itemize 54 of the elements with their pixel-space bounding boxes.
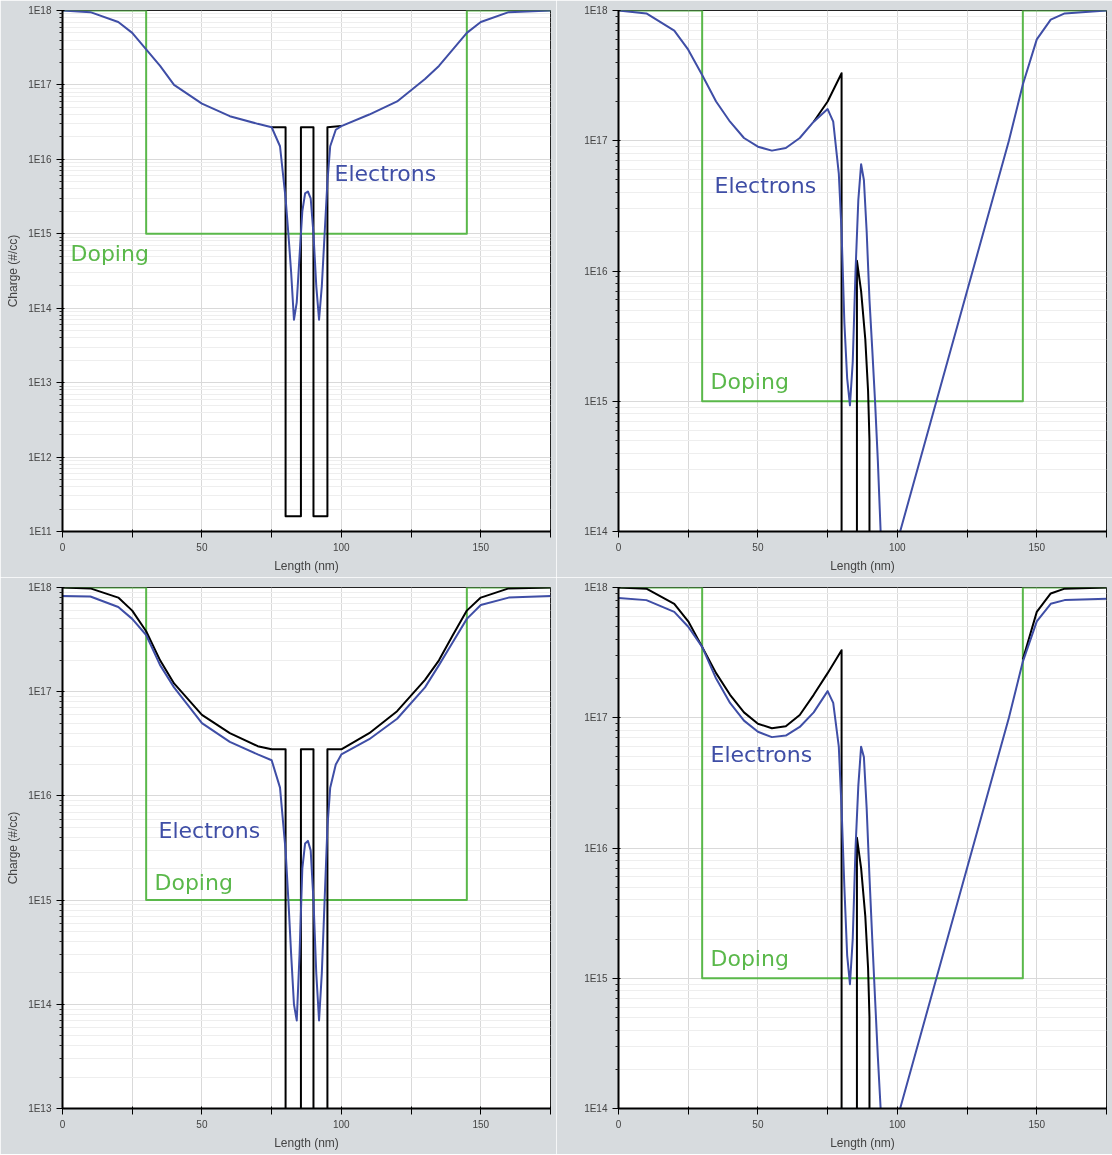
y-tick-label: 1E18 <box>28 5 52 16</box>
y-tick-label: 1E15 <box>584 972 608 984</box>
series-label: Electrons <box>710 742 813 767</box>
y-tick-label: 1E15 <box>28 228 52 240</box>
x-tick-label: 50 <box>752 541 764 553</box>
x-tick-label: 100 <box>333 1118 351 1130</box>
series-label: Electrons <box>714 173 817 198</box>
y-tick-label: 1E17 <box>28 79 52 91</box>
x-tick-label: 100 <box>889 1118 907 1130</box>
y-tick-label: 1E14 <box>28 998 52 1010</box>
y-tick-label: 1E15 <box>584 395 608 407</box>
x-tick-label: 50 <box>196 541 208 553</box>
y-tick-label: 1E12 <box>28 451 52 463</box>
x-axis-title: Length (nm) <box>274 1135 339 1150</box>
y-tick-label: 1E18 <box>28 582 52 593</box>
y-tick-label: 1E14 <box>28 302 52 314</box>
x-tick-label: 0 <box>615 1118 622 1130</box>
y-tick-label: 1E18 <box>584 5 608 16</box>
x-tick-label: 100 <box>333 541 351 553</box>
y-tick-label: 1E14 <box>584 1103 608 1114</box>
x-tick-label: 100 <box>889 541 907 553</box>
y-tick-label: 1E14 <box>584 526 608 537</box>
x-axis-title: Length (nm) <box>830 1135 895 1150</box>
x-tick-label: 0 <box>59 541 66 553</box>
x-tick-label: 0 <box>59 1118 66 1130</box>
y-tick-label: 1E16 <box>584 842 608 854</box>
y-tick-label: 1E18 <box>584 582 608 593</box>
y-tick-label: 1E16 <box>584 265 608 277</box>
x-tick-label: 150 <box>1028 541 1046 553</box>
series-label: Doping <box>710 946 789 971</box>
y-tick-label: 1E13 <box>28 1103 52 1114</box>
series-label: Doping <box>154 870 233 895</box>
x-tick-label: 50 <box>752 1118 764 1130</box>
series-label: Doping <box>70 241 149 266</box>
series-label: Electrons <box>334 161 437 186</box>
series-label: Electrons <box>158 818 261 843</box>
x-axis-title: Length (nm) <box>830 558 895 573</box>
x-tick-label: 150 <box>472 1118 490 1130</box>
y-tick-label: 1E11 <box>28 526 52 537</box>
y-tick-label: 1E17 <box>584 135 608 147</box>
y-tick-label: 1E15 <box>28 894 52 906</box>
series-label: Doping <box>710 369 789 394</box>
y-tick-label: 1E17 <box>28 686 52 698</box>
y-axis-title: Charge (#/cc) <box>6 234 21 308</box>
y-axis-title: Charge (#/cc) <box>6 811 21 885</box>
x-tick-label: 150 <box>1028 1118 1046 1130</box>
x-tick-label: 50 <box>196 1118 208 1130</box>
y-tick-label: 1E17 <box>584 712 608 724</box>
y-tick-label: 1E16 <box>28 790 52 802</box>
x-tick-label: 0 <box>615 541 622 553</box>
y-tick-label: 1E16 <box>28 153 52 165</box>
x-axis-title: Length (nm) <box>274 558 339 573</box>
x-tick-label: 150 <box>472 541 490 553</box>
y-tick-label: 1E13 <box>28 377 52 389</box>
